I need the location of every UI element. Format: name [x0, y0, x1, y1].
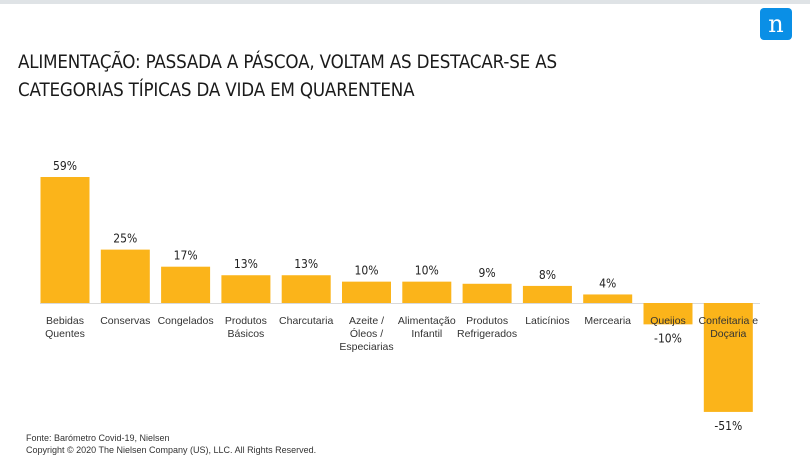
category-label: Congelados	[158, 315, 214, 327]
data-label: 4%	[599, 276, 616, 290]
data-label: 8%	[539, 268, 556, 282]
data-label: 25%	[113, 232, 137, 246]
category-label: Bebidas	[46, 315, 84, 327]
category-label: Óleos /	[350, 327, 383, 340]
category-label: Básicos	[228, 328, 265, 340]
category-label: Quentes	[45, 328, 85, 340]
category-label: Alimentação	[398, 315, 456, 327]
data-label: 10%	[415, 264, 439, 278]
page-title: ALIMENTAÇÃO: PASSADA A PÁSCOA, VOLTAM AS…	[18, 51, 557, 101]
category-label: Mercearia	[584, 315, 631, 327]
bar	[522, 285, 572, 303]
bar	[462, 283, 512, 303]
bar	[161, 266, 211, 303]
copyright-note: Copyright © 2020 The Nielsen Company (US…	[26, 445, 317, 455]
bar	[402, 281, 452, 303]
category-label: Conservas	[100, 315, 150, 327]
nielsen-logo-icon: n	[760, 8, 792, 40]
category-label: Charcutaria	[279, 315, 333, 327]
category-label: Confeitaria e	[699, 315, 759, 327]
data-label: 13%	[294, 257, 318, 271]
category-label: Produtos	[225, 315, 267, 327]
source-note: Fonte: Barómetro Covid-19, Nielsen	[26, 433, 170, 443]
bar	[703, 303, 753, 412]
category-label: Infantil	[411, 328, 442, 340]
category-label: Laticínios	[525, 315, 569, 327]
data-label: 17%	[174, 249, 198, 263]
category-label: Especiarias	[339, 341, 393, 353]
category-label: Produtos	[466, 315, 508, 327]
bar	[40, 177, 90, 303]
bar	[643, 303, 693, 325]
category-label: Azeite /	[349, 315, 384, 327]
top-rule	[0, 0, 810, 4]
data-label: -10%	[654, 331, 682, 345]
bar	[100, 249, 150, 303]
data-label: 10%	[355, 264, 379, 278]
data-label: 9%	[479, 266, 496, 280]
category-label: Refrigerados	[457, 328, 517, 340]
bar	[221, 275, 271, 303]
data-label: -51%	[714, 419, 742, 433]
bar	[583, 294, 633, 303]
category-label: Doçaria	[710, 328, 746, 340]
category-label: Queijos	[650, 315, 686, 327]
data-label: 59%	[53, 159, 77, 173]
data-label: 13%	[234, 257, 258, 271]
bar	[342, 281, 391, 303]
bar	[281, 275, 331, 303]
